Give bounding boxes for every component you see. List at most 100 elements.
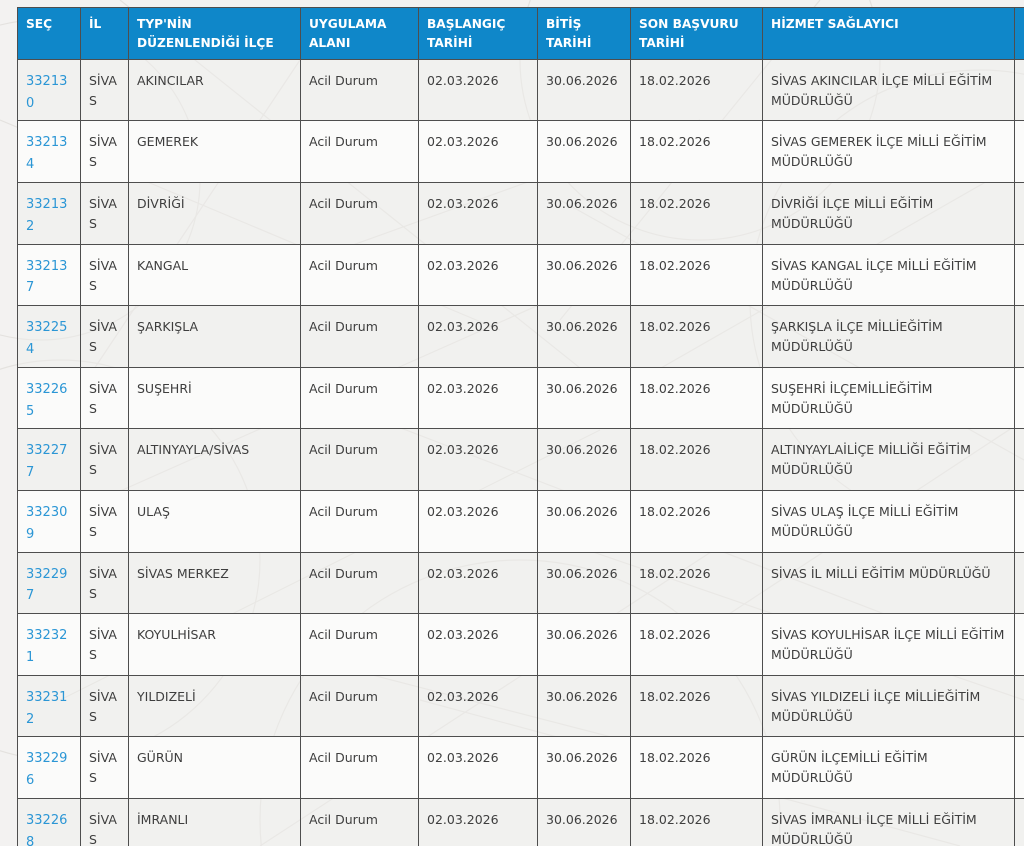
- cell-baslangic-tarihi: 02.03.2026: [418, 674, 538, 738]
- cell-baslangic-tarihi: 02.03.2026: [418, 551, 538, 615]
- cell-il: SİVAS: [80, 428, 129, 491]
- cell-bitis-tarihi: 30.06.2026: [537, 736, 631, 799]
- cell-sec: 332277: [17, 428, 81, 491]
- cell-il: SİVAS: [80, 305, 129, 368]
- table-row: 332297 SİVAS SİVAS MERKEZ Acil Durum 02.03.2…: [17, 551, 1024, 615]
- cell-baslangic-tarihi: 02.03.2026: [418, 243, 538, 307]
- cell-il: SİVAS: [80, 182, 129, 245]
- cell-baslangic-tarihi: 02.03.2026: [418, 305, 538, 368]
- row-select-link[interactable]: 332132: [26, 197, 68, 234]
- cell-ilce: GÜRÜN: [128, 736, 301, 799]
- column-header-il: İL: [80, 7, 129, 60]
- cell-uygulama-alani: Acil Durum: [300, 305, 419, 368]
- cell-extra: [1014, 120, 1024, 183]
- cell-il: SİVAS: [80, 366, 129, 430]
- cell-uygulama-alani: Acil Durum: [300, 366, 419, 430]
- table-row: 332309 SİVAS ULAŞ Acil Durum 02.03.2026 30.06…: [17, 489, 1024, 553]
- cell-hizmet-saglayici: SİVAS GEMEREK İLÇE MİLLİ EĞİTİM MÜDÜRLÜĞ…: [762, 120, 1015, 183]
- cell-ilce: SUŞEHRİ: [128, 366, 301, 430]
- cell-uygulama-alani: Acil Durum: [300, 613, 419, 676]
- table-body: 332130 SİVAS AKINCILAR Acil Durum 02.03.2026…: [17, 58, 1024, 846]
- cell-uygulama-alani: Acil Durum: [300, 58, 419, 122]
- cell-ilce: GEMEREK: [128, 120, 301, 183]
- cell-il: SİVAS: [80, 674, 129, 738]
- column-header-baslangic-tarihi: BAŞLANGIÇ TARİHİ: [418, 7, 538, 60]
- cell-uygulama-alani: Acil Durum: [300, 428, 419, 491]
- cell-hizmet-saglayici: SİVAS KOYULHİSAR İLÇE MİLLİ EĞİTİM MÜDÜR…: [762, 613, 1015, 676]
- cell-bitis-tarihi: 30.06.2026: [537, 58, 631, 122]
- table-row: 332312 SİVAS YILDIZELİ Acil Durum 02.03.2026…: [17, 674, 1024, 738]
- cell-uygulama-alani: Acil Durum: [300, 551, 419, 615]
- column-header-hizmet-saglayici: HİZMET SAĞLAYICI: [762, 7, 1015, 60]
- row-select-link[interactable]: 332297: [26, 566, 68, 604]
- cell-bitis-tarihi: 30.06.2026: [537, 243, 631, 307]
- cell-hizmet-saglayici: ALTINYAYLAİLİÇE MİLLİĞİ EĞİTİM MÜDÜRLÜĞÜ: [762, 428, 1015, 491]
- cell-sec: 332296: [17, 736, 81, 799]
- table-row: 332321 SİVAS KOYULHİSAR Acil Durum 02.03.202…: [17, 613, 1024, 676]
- cell-bitis-tarihi: 30.06.2026: [537, 120, 631, 183]
- table-row: 332268 SİVAS İMRANLI Acil Durum 02.03.2026 30…: [17, 797, 1024, 846]
- row-select-link[interactable]: 332268: [26, 812, 68, 846]
- cell-extra: [1014, 674, 1024, 738]
- cell-extra: [1014, 797, 1024, 846]
- column-header-extra: [1014, 7, 1024, 60]
- cell-extra: [1014, 551, 1024, 615]
- cell-hizmet-saglayici: ŞARKIŞLA İLÇE MİLLİEĞİTİM MÜDÜRLÜĞÜ: [762, 305, 1015, 368]
- table-row: 332130 SİVAS AKINCILAR Acil Durum 02.03.2026…: [17, 58, 1024, 122]
- cell-il: SİVAS: [80, 613, 129, 676]
- cell-son-basvuru-tarihi: 18.02.2026: [630, 428, 763, 491]
- cell-sec: 332134: [17, 120, 81, 183]
- table-row: 332254 SİVAS ŞARKIŞLA Acil Durum 02.03.2026 3…: [17, 305, 1024, 368]
- cell-extra: [1014, 428, 1024, 491]
- cell-son-basvuru-tarihi: 18.02.2026: [630, 120, 763, 183]
- cell-extra: [1014, 366, 1024, 430]
- cell-extra: [1014, 613, 1024, 676]
- cell-il: SİVAS: [80, 243, 129, 307]
- cell-il: SİVAS: [80, 551, 129, 615]
- cell-baslangic-tarihi: 02.03.2026: [418, 120, 538, 183]
- row-select-link[interactable]: 332277: [26, 443, 68, 481]
- cell-baslangic-tarihi: 02.03.2026: [418, 182, 538, 245]
- cell-ilce: SİVAS MERKEZ: [128, 551, 301, 615]
- cell-bitis-tarihi: 30.06.2026: [537, 797, 631, 846]
- row-select-link[interactable]: 332321: [26, 628, 68, 665]
- cell-ilce: ŞARKIŞLA: [128, 305, 301, 368]
- column-header-son-basvuru-tarihi: SON BAŞVURU TARİHİ: [630, 7, 763, 60]
- row-select-link[interactable]: 332130: [26, 73, 68, 111]
- cell-il: SİVAS: [80, 797, 129, 846]
- cell-son-basvuru-tarihi: 18.02.2026: [630, 489, 763, 553]
- row-select-link[interactable]: 332134: [26, 135, 68, 173]
- table-header-row: SEÇ İL TYP'NİN DÜZENLENDİĞİ İLÇE UYGULAM…: [17, 7, 1024, 60]
- cell-il: SİVAS: [80, 736, 129, 799]
- cell-son-basvuru-tarihi: 18.02.2026: [630, 58, 763, 122]
- cell-son-basvuru-tarihi: 18.02.2026: [630, 797, 763, 846]
- cell-sec: 332297: [17, 551, 81, 615]
- cell-son-basvuru-tarihi: 18.02.2026: [630, 551, 763, 615]
- cell-baslangic-tarihi: 02.03.2026: [418, 58, 538, 122]
- cell-il: SİVAS: [80, 489, 129, 553]
- cell-uygulama-alani: Acil Durum: [300, 489, 419, 553]
- typ-listing-table: SEÇ İL TYP'NİN DÜZENLENDİĞİ İLÇE UYGULAM…: [17, 7, 1024, 846]
- cell-baslangic-tarihi: 02.03.2026: [418, 613, 538, 676]
- cell-bitis-tarihi: 30.06.2026: [537, 613, 631, 676]
- row-select-link[interactable]: 332254: [26, 320, 68, 357]
- column-header-uygulama-alani: UYGULAMA ALANI: [300, 7, 419, 60]
- row-select-link[interactable]: 332137: [26, 258, 68, 296]
- cell-extra: [1014, 182, 1024, 245]
- row-select-link[interactable]: 332296: [26, 751, 68, 789]
- cell-extra: [1014, 736, 1024, 799]
- row-select-link[interactable]: 332312: [26, 689, 68, 727]
- cell-ilce: AKINCILAR: [128, 58, 301, 122]
- row-select-link[interactable]: 332309: [26, 504, 68, 542]
- cell-sec: 332265: [17, 366, 81, 430]
- table-header: SEÇ İL TYP'NİN DÜZENLENDİĞİ İLÇE UYGULAM…: [17, 7, 1024, 60]
- table-row: 332137 SİVAS KANGAL Acil Durum 02.03.2026 30.…: [17, 243, 1024, 307]
- row-select-link[interactable]: 332265: [26, 381, 68, 419]
- cell-uygulama-alani: Acil Durum: [300, 243, 419, 307]
- cell-baslangic-tarihi: 02.03.2026: [418, 428, 538, 491]
- cell-bitis-tarihi: 30.06.2026: [537, 428, 631, 491]
- cell-uygulama-alani: Acil Durum: [300, 736, 419, 799]
- cell-ilce: YILDIZELİ: [128, 674, 301, 738]
- cell-bitis-tarihi: 30.06.2026: [537, 366, 631, 430]
- cell-ilce: KOYULHİSAR: [128, 613, 301, 676]
